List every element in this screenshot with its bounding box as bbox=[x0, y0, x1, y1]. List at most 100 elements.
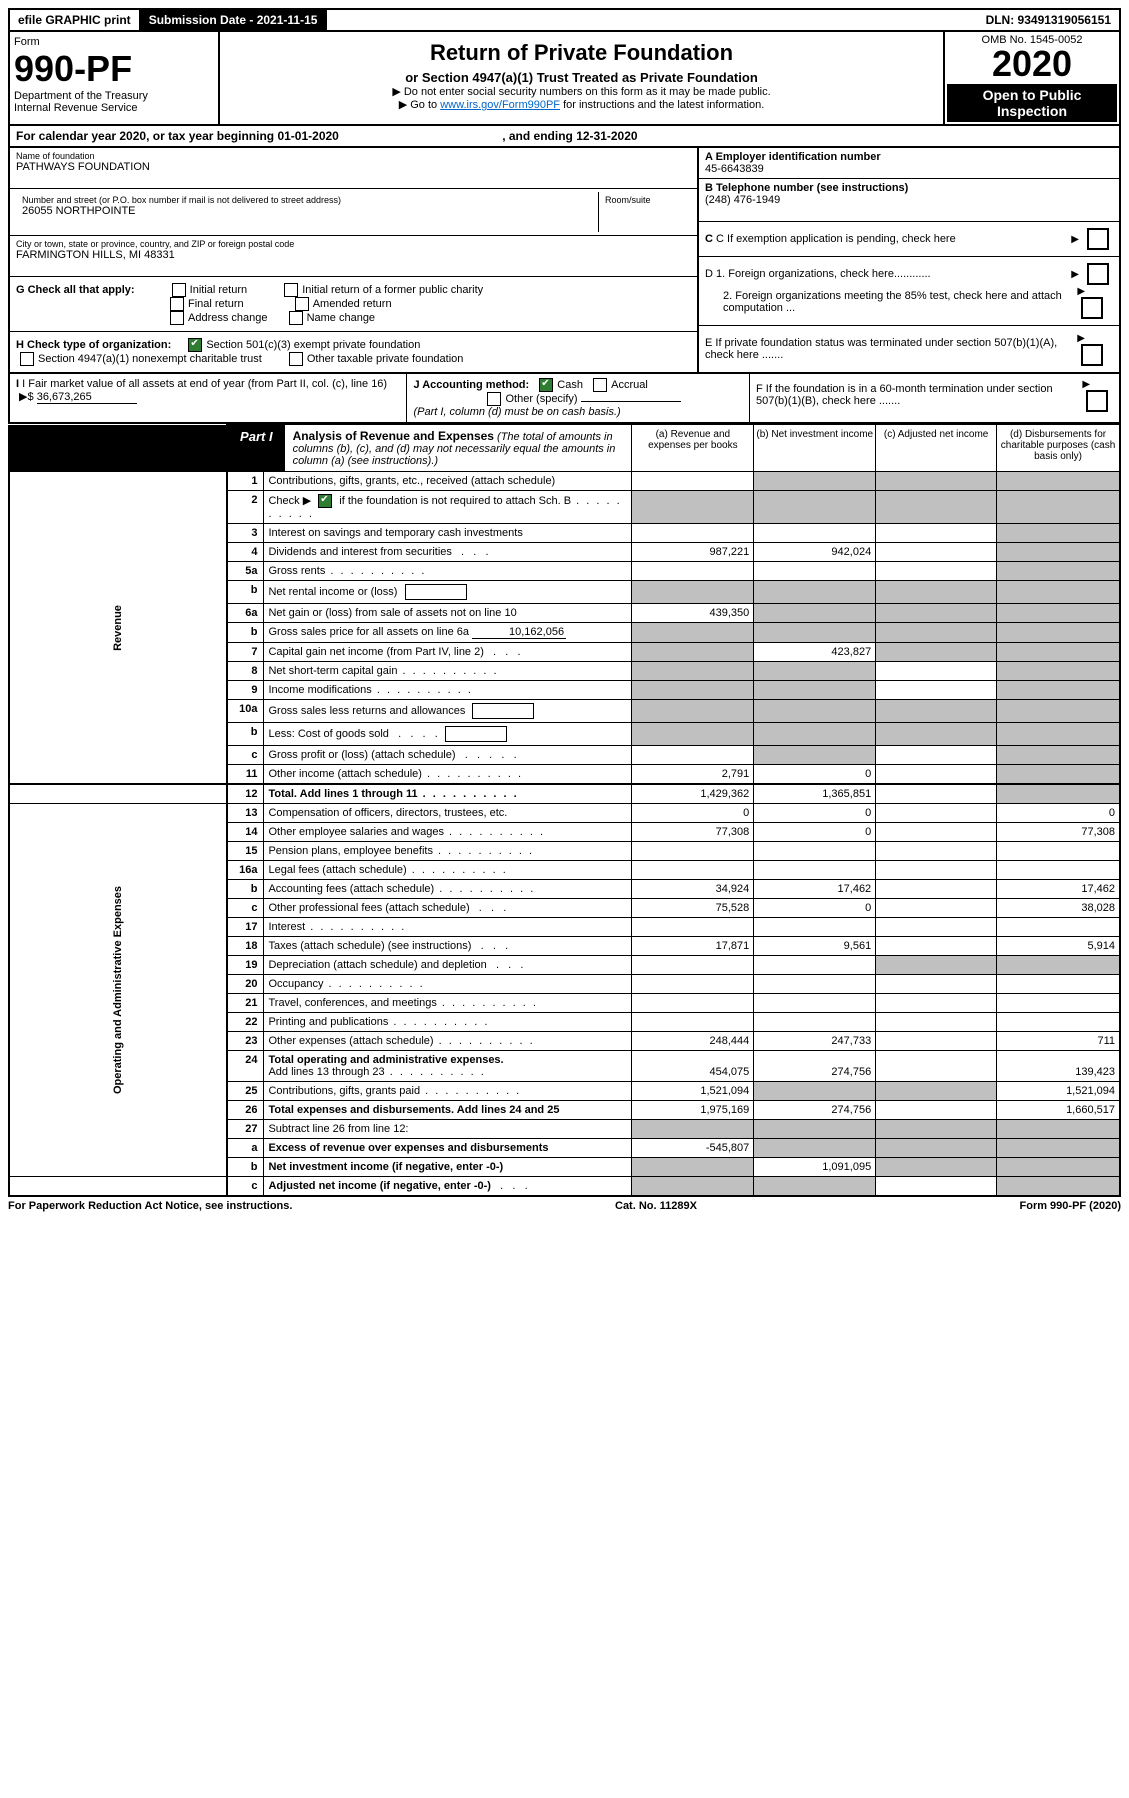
instructions-link[interactable]: www.irs.gov/Form990PF bbox=[440, 99, 560, 111]
section-c: C C If exemption application is pending,… bbox=[699, 222, 1119, 257]
r12-d: Total. Add lines 1 through 11 bbox=[268, 788, 417, 800]
name-change-checkbox[interactable] bbox=[289, 311, 303, 325]
header-left: Form 990-PF Department of the Treasury I… bbox=[10, 32, 220, 124]
other-specify-line[interactable] bbox=[581, 401, 681, 402]
tax-year: 2020 bbox=[947, 46, 1117, 82]
form-title: Return of Private Foundation bbox=[228, 40, 935, 66]
fmv-amount: 36,673,265 bbox=[37, 391, 137, 404]
d2-label: 2. Foreign organizations meeting the 85%… bbox=[705, 290, 1077, 314]
calendar-year-row: For calendar year 2020, or tax year begi… bbox=[8, 126, 1121, 148]
60-month-checkbox[interactable] bbox=[1086, 390, 1108, 412]
accrual-checkbox[interactable] bbox=[593, 378, 607, 392]
status-terminated-checkbox[interactable] bbox=[1081, 344, 1103, 366]
cal-mid: , and ending bbox=[502, 129, 576, 143]
r21-d: Travel, conferences, and meetings bbox=[268, 997, 436, 1009]
row-13: Operating and Administrative Expenses 13… bbox=[9, 804, 1120, 823]
room-suite-label: Room/suite bbox=[599, 192, 691, 232]
part1-label: Part I bbox=[228, 425, 285, 471]
e-label: E If private foundation status was termi… bbox=[705, 337, 1077, 361]
section-h: H Check type of organization: Section 50… bbox=[10, 332, 697, 372]
r11-d: Other income (attach schedule) bbox=[268, 768, 421, 780]
h-label: H Check type of organization: bbox=[16, 339, 171, 351]
initial-return-checkbox[interactable] bbox=[172, 283, 186, 297]
r10a-d: Gross sales less returns and allowances bbox=[268, 705, 465, 717]
r4-d: Dividends and interest from securities bbox=[268, 546, 451, 558]
r19-d: Depreciation (attach schedule) and deple… bbox=[268, 959, 486, 971]
r16b-d: Accounting fees (attach schedule) bbox=[268, 883, 434, 895]
section-g: G Check all that apply: Initial return I… bbox=[10, 277, 697, 332]
j-cash: Cash bbox=[557, 379, 583, 391]
r10a-box[interactable] bbox=[472, 703, 534, 719]
r14-d: Other employee salaries and wages bbox=[268, 826, 443, 838]
r10c-d: Gross profit or (loss) (attach schedule) bbox=[268, 749, 455, 761]
col-b-header: (b) Net investment income bbox=[754, 425, 876, 472]
phone-value: (248) 476-1949 bbox=[705, 194, 780, 206]
i-label: I Fair market value of all assets at end… bbox=[22, 378, 387, 390]
header-center: Return of Private Foundation or Section … bbox=[220, 32, 945, 124]
col-c-header: (c) Adjusted net income bbox=[876, 425, 997, 472]
d1-label: D 1. Foreign organizations, check here..… bbox=[705, 268, 931, 280]
final-return-checkbox[interactable] bbox=[170, 297, 184, 311]
r23-d: Other expenses (attach schedule) bbox=[268, 1035, 433, 1047]
amended-return-checkbox[interactable] bbox=[295, 297, 309, 311]
street-label: Number and street (or P.O. box number if… bbox=[22, 195, 592, 205]
g-o3: Final return bbox=[188, 298, 244, 310]
j-label: J Accounting method: bbox=[413, 379, 529, 391]
r17-d: Interest bbox=[268, 921, 305, 933]
r2-post: if the foundation is not required to att… bbox=[336, 495, 571, 507]
paperwork-notice: For Paperwork Reduction Act Notice, see … bbox=[8, 1200, 292, 1212]
501c3-checkbox[interactable] bbox=[188, 338, 202, 352]
r8-d: Net short-term capital gain bbox=[268, 665, 397, 677]
form-subtitle: or Section 4947(a)(1) Trust Treated as P… bbox=[228, 70, 935, 85]
address-change-checkbox[interactable] bbox=[170, 311, 184, 325]
section-i: I I Fair market value of all assets at e… bbox=[10, 374, 407, 422]
dept-treasury: Department of the Treasury bbox=[14, 90, 148, 102]
section-f: F If the foundation is in a 60-month ter… bbox=[750, 374, 1119, 422]
phone-label: B Telephone number (see instructions) bbox=[705, 182, 908, 194]
cal-pre: For calendar year 2020, or tax year begi… bbox=[16, 129, 277, 143]
efile-label: efile GRAPHIC print bbox=[10, 10, 141, 30]
submission-date: Submission Date - 2021-11-15 bbox=[141, 10, 328, 30]
r10b-d: Less: Cost of goods sold bbox=[268, 728, 388, 740]
j-note: (Part I, column (d) must be on cash basi… bbox=[413, 406, 620, 418]
f-label: F If the foundation is in a 60-month ter… bbox=[756, 383, 1082, 407]
r9-d: Income modifications bbox=[268, 684, 371, 696]
r5b-box[interactable] bbox=[405, 584, 467, 600]
4947a1-checkbox[interactable] bbox=[20, 352, 34, 366]
schb-checkbox[interactable] bbox=[318, 494, 332, 508]
city-label: City or town, state or province, country… bbox=[16, 239, 691, 249]
exemption-pending-checkbox[interactable] bbox=[1087, 228, 1109, 250]
r5b-d: Net rental income or (loss) bbox=[268, 586, 397, 598]
cal-end: 12-31-2020 bbox=[576, 129, 637, 143]
g-o1: Initial return bbox=[190, 284, 247, 296]
r7-d: Capital gain net income (from Part IV, l… bbox=[268, 646, 483, 658]
foreign-org-checkbox[interactable] bbox=[1087, 263, 1109, 285]
r18-d: Taxes (attach schedule) (see instruction… bbox=[268, 940, 471, 952]
j-accrual: Accrual bbox=[611, 379, 648, 391]
g-o2: Initial return of a former public charit… bbox=[302, 284, 483, 296]
page-footer: For Paperwork Reduction Act Notice, see … bbox=[8, 1197, 1121, 1215]
j-other: Other (specify) bbox=[505, 393, 577, 405]
irs: Internal Revenue Service bbox=[14, 102, 138, 114]
r25-d: Contributions, gifts, grants paid bbox=[268, 1085, 420, 1097]
form-header: Form 990-PF Department of the Treasury I… bbox=[8, 32, 1121, 126]
identity-section: Name of foundation PATHWAYS FOUNDATION N… bbox=[8, 148, 1121, 374]
r5a-d: Gross rents bbox=[268, 565, 325, 577]
foundation-name-row: Name of foundation PATHWAYS FOUNDATION bbox=[10, 148, 697, 189]
identity-right: A Employer identification number 45-6643… bbox=[699, 148, 1119, 372]
ssn-note: ▶ Do not enter social security numbers o… bbox=[228, 85, 935, 98]
cash-checkbox[interactable] bbox=[539, 378, 553, 392]
r10b-box[interactable] bbox=[445, 726, 507, 742]
city-value: FARMINGTON HILLS, MI 48331 bbox=[16, 249, 691, 261]
initial-former-checkbox[interactable] bbox=[284, 283, 298, 297]
part1-desc: Analysis of Revenue and Expenses (The to… bbox=[285, 425, 632, 471]
other-taxable-checkbox[interactable] bbox=[289, 352, 303, 366]
r27b-d: Net investment income (if negative, ente… bbox=[268, 1161, 503, 1173]
goto-post: for instructions and the latest informat… bbox=[560, 99, 764, 111]
other-method-checkbox[interactable] bbox=[487, 392, 501, 406]
r27c-d: Adjusted net income (if negative, enter … bbox=[268, 1180, 490, 1192]
r16c-d: Other professional fees (attach schedule… bbox=[268, 902, 469, 914]
section-d: D 1. Foreign organizations, check here..… bbox=[699, 257, 1119, 326]
foreign-85-checkbox[interactable] bbox=[1081, 297, 1103, 319]
g-o6: Name change bbox=[307, 312, 376, 324]
